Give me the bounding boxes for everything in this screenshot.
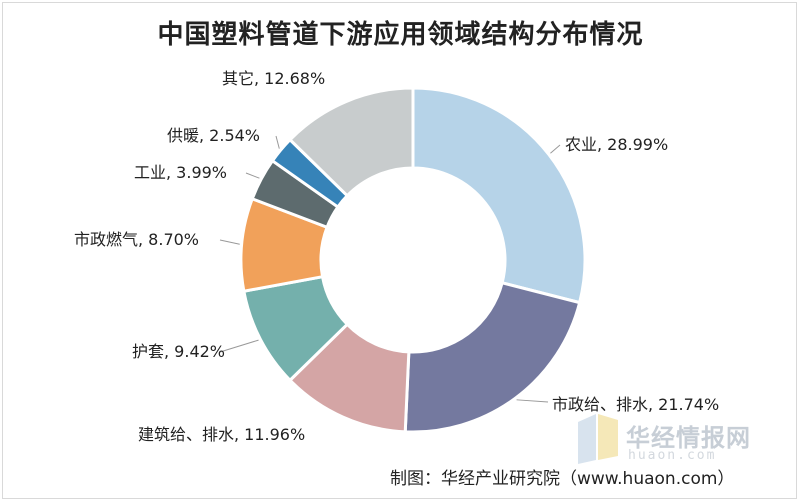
- leader-line-4: [219, 239, 240, 245]
- leader-line-3: [219, 339, 259, 353]
- slice-label-5: 工业, 3.99%: [134, 163, 227, 182]
- slice-label-6: 供暖, 2.54%: [167, 126, 260, 145]
- slice-label-1: 市政给、排水, 21.74%: [552, 395, 719, 414]
- chart-credit: 制图：华经产业研究院（www.huaon.com）: [390, 469, 735, 489]
- leader-line-6: [275, 135, 280, 149]
- leader-line-5: [245, 172, 260, 179]
- slice-label-0: 农业, 28.99%: [565, 135, 668, 154]
- slice-label-2: 建筑给、排水, 11.96%: [138, 425, 305, 444]
- leader-line-0: [550, 144, 561, 154]
- slice-label-7: 其它, 12.68%: [222, 69, 325, 88]
- slice-7: [287, 86, 415, 198]
- leader-line-1: [516, 399, 549, 403]
- slice-1: [403, 280, 582, 434]
- watermark-subtext: huaon.com: [628, 448, 717, 463]
- watermark-text: 华经情报网: [626, 424, 751, 452]
- watermark-logo-icon: [578, 414, 618, 464]
- slice-0: [411, 86, 587, 305]
- watermark: 华经情报网 huaon.com: [574, 410, 774, 470]
- slice-label-4: 市政燃气, 8.70%: [74, 230, 199, 249]
- chart-title: 中国塑料管道下游应用领域结构分布情况: [157, 20, 644, 50]
- slice-label-3: 护套, 9.42%: [132, 342, 225, 361]
